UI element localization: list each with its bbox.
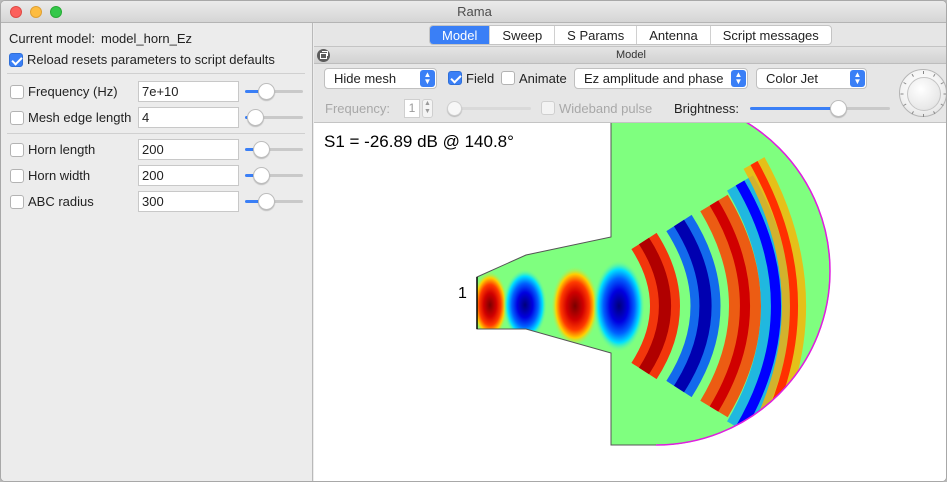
horn-length-checkbox[interactable] [10, 143, 24, 157]
horn-length-slider-knob[interactable] [253, 141, 270, 158]
mesh-edge-length-checkbox[interactable] [10, 111, 24, 125]
mesh-edge-length-slider-knob[interactable] [247, 109, 264, 126]
horn-width-slider-knob[interactable] [253, 167, 270, 184]
mesh-edge-length-slider[interactable] [245, 108, 303, 128]
tab-bar: Model Sweep S Params Antenna Script mess… [429, 25, 832, 45]
rotation-dial[interactable] [899, 69, 946, 117]
frequency-step-label: Frequency: [325, 101, 391, 116]
mesh-edge-length-field[interactable]: 4 [138, 107, 239, 128]
frequency-checkbox[interactable] [10, 85, 24, 99]
mesh-popup[interactable]: Hide mesh ▲ ▼ [324, 68, 437, 89]
frequency-slider-knob[interactable] [258, 83, 275, 100]
frequency-field[interactable]: 7e+10 [138, 81, 239, 102]
frequency-step-slider-knob[interactable] [447, 101, 462, 116]
minimize-window-button[interactable] [30, 6, 42, 18]
tab-model[interactable]: Model [430, 26, 491, 44]
horn-width-slider[interactable] [245, 166, 303, 186]
parameter-panel: Current model: model_horn_Ez Reload reset… [1, 23, 313, 481]
model-subwindow-bar: Model [314, 46, 946, 64]
port-label: 1 [458, 285, 467, 302]
abc-boundary [655, 123, 831, 446]
colormap-value: Color Jet [766, 71, 819, 86]
field-label: Field [466, 71, 495, 86]
tab-antenna[interactable]: Antenna [637, 26, 711, 44]
display-mode-value: Ez amplitude and phase [584, 71, 724, 86]
abc-radius-checkbox[interactable] [10, 195, 24, 209]
horn-length-field[interactable]: 200 [138, 139, 239, 160]
frequency-step-slider[interactable] [447, 99, 531, 119]
current-model-label: Current model: [9, 31, 95, 46]
mesh-popup-value: Hide mesh [334, 71, 397, 86]
popup-arrows-icon: ▲ ▼ [420, 70, 435, 87]
abc-radius-label: ABC radius [28, 194, 94, 209]
horn-width-field[interactable]: 200 [138, 165, 239, 186]
horn-width-label: Horn width [28, 168, 91, 183]
separator [7, 73, 305, 74]
brightness-label: Brightness: [674, 101, 740, 116]
frequency-slider[interactable] [245, 82, 303, 102]
subwindow-title: Model [616, 49, 646, 61]
frequency-label: Frequency (Hz) [28, 84, 118, 99]
float-window-icon[interactable] [317, 49, 330, 62]
abc-radius-slider-knob[interactable] [258, 193, 275, 210]
horn-width-checkbox[interactable] [10, 169, 24, 183]
abc-radius-slider[interactable] [245, 192, 303, 212]
animate-checkbox[interactable] [501, 71, 515, 85]
wideband-pulse-label: Wideband pulse [559, 101, 653, 116]
dial-center [907, 77, 941, 111]
popup-arrows-icon: ▲ ▼ [731, 70, 746, 87]
current-model-value: model_horn_Ez [100, 31, 193, 46]
frequency-step-field[interactable]: 1 [404, 99, 420, 118]
animate-label: Animate [519, 71, 567, 86]
field-checkbox[interactable] [448, 71, 462, 85]
main-panel: Model Sweep S Params Antenna Script mess… [314, 23, 946, 481]
colormap-popup[interactable]: Color Jet ▲ ▼ [756, 68, 867, 89]
title-bar: Rama [1, 1, 946, 23]
separator [7, 133, 305, 134]
close-window-button[interactable] [10, 6, 22, 18]
wideband-pulse-checkbox[interactable] [541, 101, 555, 115]
brightness-slider-knob[interactable] [830, 100, 847, 117]
field-map [477, 123, 830, 445]
tab-sweep[interactable]: Sweep [490, 26, 556, 44]
reload-resets-checkbox[interactable] [9, 53, 23, 67]
s1-readout: S1 = -26.89 dB @ 140.8° [324, 132, 514, 151]
popup-arrows-icon: ▲ ▼ [850, 70, 865, 87]
display-mode-popup[interactable]: Ez amplitude and phase ▲ ▼ [574, 68, 748, 89]
tab-s-params[interactable]: S Params [555, 26, 638, 44]
frequency-stepper[interactable]: ▲ ▼ [422, 99, 433, 118]
mesh-edge-length-label: Mesh edge length [28, 110, 132, 125]
horn-length-slider[interactable] [245, 140, 303, 160]
abc-radius-field[interactable]: 300 [138, 191, 239, 212]
brightness-slider[interactable] [750, 99, 890, 119]
model-view[interactable]: S1 = -26.89 dB @ 140.8° 1 [314, 122, 946, 481]
model-toolbar: Hide mesh ▲ ▼ Field Animate Ez amplitude … [314, 65, 946, 121]
field-plot [476, 123, 831, 446]
tab-script-messages[interactable]: Script messages [722, 28, 819, 43]
zoom-window-button[interactable] [50, 6, 62, 18]
reload-resets-label: Reload resets parameters to script defau… [27, 52, 275, 67]
current-model: Current model: model_horn_Ez [9, 31, 192, 46]
horn-length-label: Horn length [28, 142, 96, 157]
window-title: Rama [457, 4, 492, 19]
